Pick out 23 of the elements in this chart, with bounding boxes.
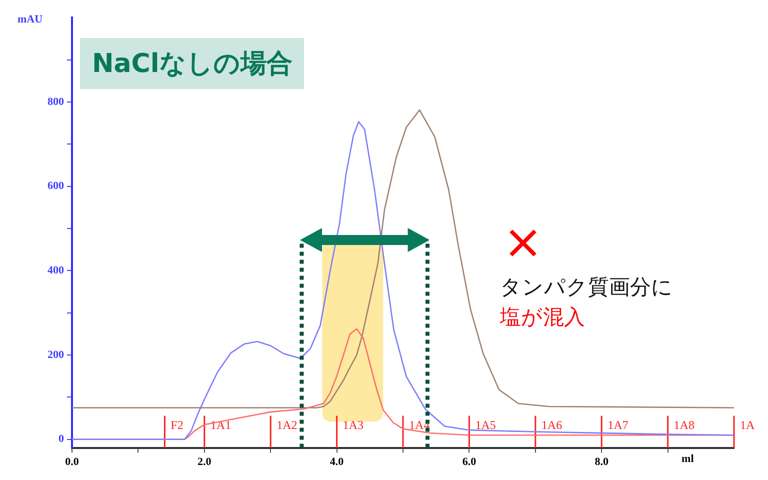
ref-line-label: 1A5 xyxy=(475,418,496,432)
x-tick-label: 4.0 xyxy=(330,456,344,468)
ref-line-label: 1A2 xyxy=(276,418,298,432)
ref-line-label: 1A6 xyxy=(541,418,562,432)
ref-line-label: 1A3 xyxy=(342,418,364,432)
x-tick-label: 0.0 xyxy=(65,456,80,468)
ref-line-label: 1A7 xyxy=(608,418,628,432)
y-tick-label: 600 xyxy=(48,180,64,192)
ref-line-label: 1A8 xyxy=(674,418,694,432)
y-axis-title: mAU xyxy=(17,13,43,26)
y-tick-label: 800 xyxy=(48,96,64,108)
x-axis-title: ml xyxy=(682,453,694,466)
x-tick-label: 6.0 xyxy=(462,456,477,468)
y-tick-label: 400 xyxy=(48,264,64,277)
x-tick-label: 8.0 xyxy=(594,456,609,468)
annotation: タンパク質画分に xyxy=(500,274,673,301)
y-tick-label: 0 xyxy=(58,433,64,446)
annotation: 塩が混入 xyxy=(500,304,585,331)
text: NaClなしの場合 xyxy=(80,38,304,89)
y-tick-label: 200 xyxy=(48,348,64,361)
x-tick-label: 2.0 xyxy=(198,456,212,468)
ref-line-label: F2 xyxy=(170,418,184,432)
ref-line-label: 1A xyxy=(740,418,755,432)
